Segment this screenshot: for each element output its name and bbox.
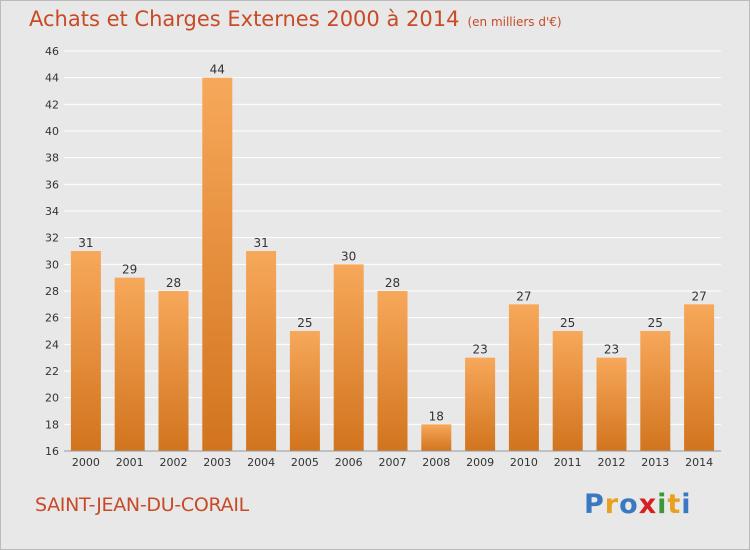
data-label: 27 bbox=[516, 289, 531, 303]
data-label: 28 bbox=[166, 276, 181, 290]
x-tick-label: 2004 bbox=[247, 456, 275, 469]
data-label: 31 bbox=[253, 236, 268, 250]
title-unit: (en milliers d'€) bbox=[467, 15, 562, 29]
y-tick-label: 22 bbox=[45, 365, 59, 378]
city-name: SAINT-JEAN-DU-CORAIL bbox=[35, 494, 249, 516]
logo-letter: i bbox=[657, 489, 668, 520]
logo-letter: r bbox=[604, 489, 620, 520]
bar bbox=[70, 251, 101, 451]
x-tick-label: 2009 bbox=[466, 456, 494, 469]
bar bbox=[640, 331, 671, 451]
y-tick-label: 18 bbox=[45, 418, 59, 431]
y-tick-label: 42 bbox=[45, 98, 59, 111]
x-tick-label: 2014 bbox=[685, 456, 713, 469]
logo-letter: o bbox=[619, 489, 639, 520]
chart-title: Achats et Charges Externes 2000 à 2014 (e… bbox=[29, 7, 562, 31]
x-tick-label: 2010 bbox=[510, 456, 538, 469]
y-tick-label: 40 bbox=[45, 125, 59, 138]
y-tick-label: 32 bbox=[45, 232, 59, 245]
y-tick-label: 38 bbox=[45, 152, 59, 165]
logo-letter: t bbox=[667, 489, 682, 520]
y-tick-label: 24 bbox=[45, 338, 59, 351]
x-tick-label: 2008 bbox=[422, 456, 450, 469]
bar bbox=[333, 264, 364, 451]
bar bbox=[552, 331, 583, 451]
data-label: 27 bbox=[691, 289, 706, 303]
title-text: Achats et Charges Externes 2000 à 2014 bbox=[29, 7, 460, 31]
bar bbox=[684, 304, 715, 451]
bar bbox=[202, 77, 233, 452]
bar bbox=[421, 424, 452, 451]
y-tick-label: 46 bbox=[45, 45, 59, 58]
y-tick-label: 34 bbox=[45, 205, 59, 218]
data-label: 25 bbox=[560, 316, 575, 330]
logo-letter: i bbox=[681, 489, 692, 520]
y-tick-label: 30 bbox=[45, 258, 59, 271]
y-tick-label: 26 bbox=[45, 312, 59, 325]
data-label: 28 bbox=[385, 276, 400, 290]
data-label: 23 bbox=[472, 343, 487, 357]
data-label: 44 bbox=[210, 63, 225, 77]
proxiti-logo: Proxiti bbox=[584, 489, 692, 520]
bar bbox=[377, 291, 408, 451]
bar bbox=[508, 304, 539, 451]
data-label: 29 bbox=[122, 263, 137, 277]
x-tick-label: 2000 bbox=[72, 456, 100, 469]
bar bbox=[246, 251, 277, 451]
logo-letter: x bbox=[638, 489, 658, 520]
x-tick-label: 2012 bbox=[598, 456, 626, 469]
x-tick-label: 2006 bbox=[335, 456, 363, 469]
y-tick-label: 36 bbox=[45, 178, 59, 191]
x-tick-label: 2005 bbox=[291, 456, 319, 469]
data-label: 30 bbox=[341, 249, 356, 263]
x-tick-label: 2003 bbox=[203, 456, 231, 469]
bar bbox=[596, 357, 627, 451]
x-tick-label: 2002 bbox=[160, 456, 188, 469]
y-tick-label: 16 bbox=[45, 445, 59, 458]
y-tick-label: 44 bbox=[45, 72, 59, 85]
data-label: 23 bbox=[604, 343, 619, 357]
data-label: 25 bbox=[648, 316, 663, 330]
data-label: 18 bbox=[429, 409, 444, 423]
x-tick-label: 2001 bbox=[116, 456, 144, 469]
x-tick-label: 2007 bbox=[379, 456, 407, 469]
x-tick-label: 2013 bbox=[641, 456, 669, 469]
logo-letter: P bbox=[584, 489, 605, 520]
y-tick-label: 28 bbox=[45, 285, 59, 298]
bar bbox=[114, 277, 145, 451]
data-label: 25 bbox=[297, 316, 312, 330]
bar bbox=[465, 357, 496, 451]
bar bbox=[289, 331, 320, 451]
y-tick-label: 20 bbox=[45, 392, 59, 405]
data-label: 31 bbox=[78, 236, 93, 250]
bar bbox=[158, 291, 189, 451]
x-tick-label: 2011 bbox=[554, 456, 582, 469]
